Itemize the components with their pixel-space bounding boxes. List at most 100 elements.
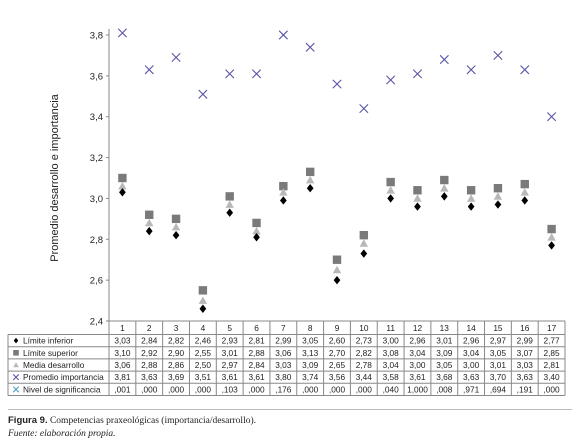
media-desarrollo-point xyxy=(547,233,556,241)
x-tick-label: 6 xyxy=(254,323,259,333)
limite-superior-point xyxy=(225,192,234,201)
media-desarrollo-point xyxy=(171,222,181,231)
media-desarrollo-point xyxy=(252,226,261,235)
media-desarrollo-point xyxy=(118,181,127,190)
data-label: 2,92 xyxy=(141,348,158,358)
data-label: 2,82 xyxy=(168,336,185,346)
data-label: 2,88 xyxy=(248,348,265,358)
promedio-importancia-point xyxy=(171,52,181,63)
media-desarrollo-point xyxy=(225,200,234,208)
media-desarrollo-point xyxy=(413,194,422,202)
x-tick-label: 12 xyxy=(413,323,423,333)
data-label: ,000 xyxy=(195,384,212,394)
x-tick-label: 17 xyxy=(547,323,557,333)
promedio-importancia-point xyxy=(546,112,557,122)
limite-superior-point xyxy=(171,214,181,224)
data-label: 3,44 xyxy=(356,372,373,382)
media-desarrollo-point xyxy=(359,239,369,247)
data-label: 3,61 xyxy=(248,372,265,382)
data-label: 3,08 xyxy=(383,348,400,358)
x-tick-label: 4 xyxy=(201,323,206,333)
data-label: 2,77 xyxy=(544,336,561,346)
data-label: 3,00 xyxy=(409,360,426,370)
data-label: ,000 xyxy=(356,384,373,394)
data-label: 3,56 xyxy=(329,372,346,382)
data-label: 2,82 xyxy=(356,348,373,358)
data-label: 3,07 xyxy=(517,348,534,358)
media-desarrollo-point xyxy=(520,188,529,196)
limite-superior-point xyxy=(305,167,315,177)
promedio-importancia-point xyxy=(466,65,476,75)
data-label: ,103 xyxy=(222,384,239,394)
promedio-importancia-point xyxy=(493,50,503,61)
data-label: 2,96 xyxy=(409,336,426,346)
data-label: 3,10 xyxy=(114,348,131,358)
data-label: 3,63 xyxy=(517,372,534,382)
limite-superior-point xyxy=(118,173,127,183)
media-desarrollo-point xyxy=(466,194,476,202)
data-label: 3,74 xyxy=(302,372,319,382)
promedio-importancia-point xyxy=(332,79,342,89)
data-label: ,040 xyxy=(383,384,400,394)
limite-inferior-point xyxy=(521,196,529,205)
limite-superior-point xyxy=(252,218,261,228)
data-label: ,971 xyxy=(463,384,480,394)
y-tick-label: 3,8 xyxy=(90,31,103,42)
limite-superior-point xyxy=(413,186,422,195)
y-axis-label: Promedio desarrollo e importancia xyxy=(49,93,61,261)
y-tick-label: 3,4 xyxy=(90,112,103,123)
promedio-importancia-point xyxy=(359,103,369,114)
data-label: ,000 xyxy=(329,384,346,394)
figure-label: Figura 9. xyxy=(8,415,48,426)
data-label: 3,69 xyxy=(168,372,185,382)
x-tick-label: 16 xyxy=(520,323,530,333)
y-tick-label: 2,6 xyxy=(90,276,103,287)
data-label: 3,01 xyxy=(222,348,239,358)
promedio-importancia-point xyxy=(520,65,530,75)
data-label: 3,63 xyxy=(463,372,480,382)
data-label: ,000 xyxy=(302,384,319,394)
data-label: ,001 xyxy=(114,384,131,394)
x-tick-label: 9 xyxy=(335,323,340,333)
data-label: 2,90 xyxy=(168,348,185,358)
data-label: 2,88 xyxy=(141,360,158,370)
legend-marker xyxy=(13,337,19,344)
data-label: 2,81 xyxy=(248,336,265,346)
media-desarrollo-point xyxy=(386,186,395,194)
y-axis: 2,4 2,6 2,8 3,0 3,2 3,4 3,6 3,8 xyxy=(90,29,110,328)
data-label: ,000 xyxy=(141,384,158,394)
y-tick-label: 3,0 xyxy=(90,194,103,205)
data-label: 2,81 xyxy=(544,360,561,370)
promedio-importancia-point xyxy=(225,69,235,79)
limite-inferior-point xyxy=(199,304,207,313)
data-label: 2,65 xyxy=(329,360,346,370)
data-label: 3,40 xyxy=(544,372,561,382)
data-label: ,176 xyxy=(275,384,292,394)
data-label: 3,61 xyxy=(222,372,239,382)
limite-superior-point xyxy=(198,286,208,295)
data-label: 3,05 xyxy=(302,336,319,346)
data-label: 3,04 xyxy=(463,348,480,358)
limite-inferior-point xyxy=(414,202,421,211)
data-label: 3,81 xyxy=(114,372,131,382)
caption-rule-top xyxy=(8,409,572,410)
limite-inferior-point xyxy=(253,233,260,242)
data-label: 3,01 xyxy=(490,360,507,370)
data-label: 3,61 xyxy=(409,372,426,382)
data-label: 2,46 xyxy=(195,336,212,346)
limite-superior-point xyxy=(520,179,529,189)
legend-marker xyxy=(12,386,20,393)
data-label: 3,68 xyxy=(436,372,453,382)
legend-marker xyxy=(12,374,20,381)
limite-superior-point xyxy=(547,224,556,234)
legend-marker xyxy=(13,362,19,368)
promedio-importancia-point xyxy=(439,54,449,65)
data-label: 3,51 xyxy=(195,372,212,382)
x-tick-label: 5 xyxy=(227,323,232,333)
promedio-importancia-point xyxy=(144,65,154,75)
data-label: 2,99 xyxy=(517,336,534,346)
legend-label: Media desarrollo xyxy=(23,360,85,370)
figure-source: Fuente: elaboración propia. xyxy=(8,429,116,439)
limite-inferior-point xyxy=(333,275,341,285)
data-label: 2,97 xyxy=(490,336,507,346)
